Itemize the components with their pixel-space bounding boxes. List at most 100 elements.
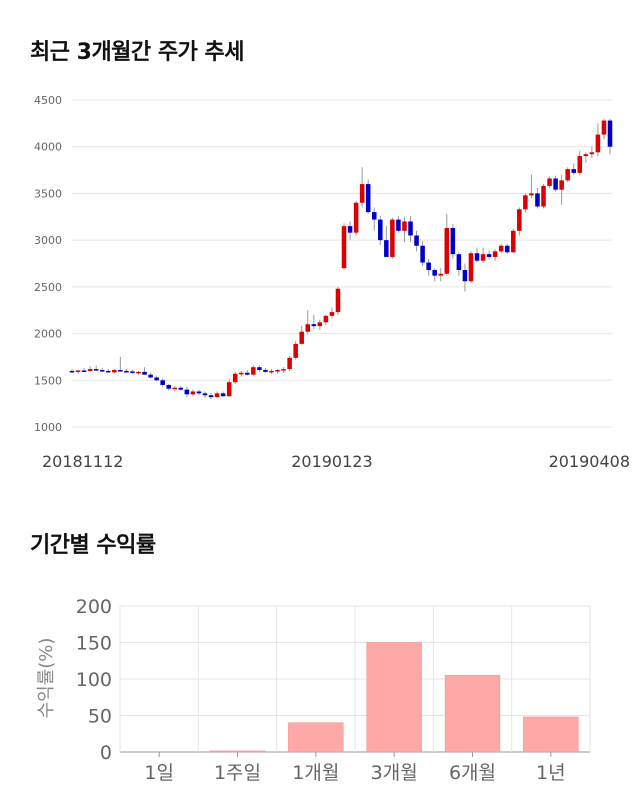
candle-body bbox=[432, 270, 437, 276]
candle-body bbox=[390, 219, 395, 257]
candle-body bbox=[396, 219, 401, 231]
candle-body bbox=[498, 245, 504, 252]
candle-body bbox=[571, 169, 576, 173]
candle-body bbox=[232, 373, 238, 383]
candle-body bbox=[112, 370, 117, 373]
candle-body bbox=[438, 273, 444, 276]
return-chart-y-ticks: 0 50 100 150 200 bbox=[76, 596, 112, 764]
candle-body bbox=[474, 253, 480, 261]
candle-body bbox=[160, 380, 165, 385]
return-bar bbox=[366, 642, 422, 753]
price-chart-x-ticks: 20181112 20190123 20190408 bbox=[42, 452, 630, 471]
candle-body bbox=[311, 324, 317, 327]
candle-body bbox=[196, 391, 202, 394]
return-bar bbox=[209, 750, 266, 753]
candle-body bbox=[511, 230, 516, 253]
candle-body bbox=[124, 370, 129, 373]
candle-body bbox=[106, 370, 111, 373]
price-x-tick-label: 20190123 bbox=[291, 452, 372, 471]
return-chart-y-axis-label: 수익률(%) bbox=[36, 638, 57, 719]
candle-body bbox=[595, 134, 601, 153]
candle-body bbox=[118, 370, 123, 372]
candle-body bbox=[486, 254, 492, 257]
period-return-title: 기간별 수익률 bbox=[30, 533, 156, 558]
candle-body bbox=[589, 152, 595, 155]
candle-body bbox=[136, 371, 141, 374]
candle-body bbox=[226, 382, 232, 397]
price-chart-candles bbox=[69, 118, 613, 399]
candle-body bbox=[517, 209, 522, 231]
candle-body bbox=[287, 357, 292, 370]
candle-body bbox=[559, 180, 564, 190]
candle-body bbox=[238, 372, 244, 375]
candle-body bbox=[583, 154, 589, 157]
candle-body bbox=[414, 235, 419, 246]
return-bar bbox=[288, 722, 344, 753]
price-y-tick-label: 3000 bbox=[34, 234, 62, 247]
candle-body bbox=[384, 240, 389, 257]
candle-body bbox=[456, 254, 462, 271]
return-y-tick-label: 50 bbox=[88, 706, 112, 728]
candle-body bbox=[281, 369, 286, 371]
candle-body bbox=[69, 370, 75, 373]
price-y-tick-label: 2500 bbox=[34, 281, 62, 294]
candle-body bbox=[184, 389, 190, 395]
return-x-tick-label: 1년 bbox=[536, 762, 566, 784]
candle-body bbox=[378, 219, 383, 241]
candle-body bbox=[148, 374, 153, 378]
price-trend-title: 최근 3개월간 주가 추세 bbox=[30, 40, 244, 65]
candle-body bbox=[553, 178, 558, 190]
return-y-tick-label: 150 bbox=[76, 633, 112, 655]
candle-body bbox=[468, 253, 474, 282]
candle-body bbox=[607, 120, 613, 147]
candle-body bbox=[166, 384, 171, 389]
price-y-tick-label: 4000 bbox=[34, 141, 62, 154]
return-x-tick-label: 1개월 bbox=[292, 762, 339, 784]
return-chart-gridlines bbox=[119, 605, 591, 753]
price-y-tick-label: 1000 bbox=[34, 421, 62, 434]
candle-body bbox=[251, 367, 256, 375]
candle-body bbox=[420, 245, 425, 263]
price-y-tick-label: 2000 bbox=[34, 328, 62, 341]
candle-body bbox=[402, 221, 407, 231]
candle-body bbox=[601, 120, 607, 135]
candle-body bbox=[547, 178, 552, 186]
candle-body bbox=[275, 370, 280, 372]
candle-body bbox=[75, 370, 81, 372]
candle-body bbox=[426, 262, 431, 271]
candle-body bbox=[408, 221, 413, 236]
price-x-tick-label: 20190408 bbox=[549, 452, 630, 471]
price-x-tick-label: 20181112 bbox=[42, 452, 123, 471]
candle-body bbox=[305, 324, 311, 332]
candle-body bbox=[347, 226, 353, 233]
return-chart-bars bbox=[209, 642, 579, 753]
candle-body bbox=[444, 227, 450, 274]
candle-body bbox=[359, 184, 365, 203]
candle-body bbox=[87, 369, 93, 371]
candle-body bbox=[172, 387, 178, 390]
candle-body bbox=[202, 393, 208, 396]
candle-body bbox=[299, 331, 304, 344]
return-y-tick-label: 0 bbox=[100, 742, 112, 764]
candle-body bbox=[317, 322, 323, 327]
return-x-tick-label: 3개월 bbox=[371, 762, 418, 784]
candle-body bbox=[462, 270, 468, 282]
candle-body bbox=[335, 288, 341, 313]
price-y-tick-label: 1500 bbox=[34, 374, 62, 387]
candle-body bbox=[130, 371, 135, 373]
candle-body bbox=[245, 372, 250, 375]
candle-body bbox=[214, 393, 220, 398]
candle-body bbox=[535, 193, 540, 207]
candle-body bbox=[178, 387, 184, 390]
candle-body bbox=[208, 395, 214, 398]
candle-body bbox=[263, 370, 268, 372]
candle-body bbox=[220, 393, 226, 397]
candle-body bbox=[480, 254, 486, 261]
candle-body bbox=[293, 343, 298, 358]
candle-body bbox=[353, 202, 359, 233]
candle-body bbox=[257, 367, 262, 371]
candle-body bbox=[93, 369, 99, 371]
price-chart-y-ticks: 1000 1500 2000 2500 3000 3500 4000 4500 bbox=[34, 94, 62, 434]
candle-body bbox=[269, 370, 274, 373]
return-y-tick-label: 100 bbox=[76, 669, 112, 691]
